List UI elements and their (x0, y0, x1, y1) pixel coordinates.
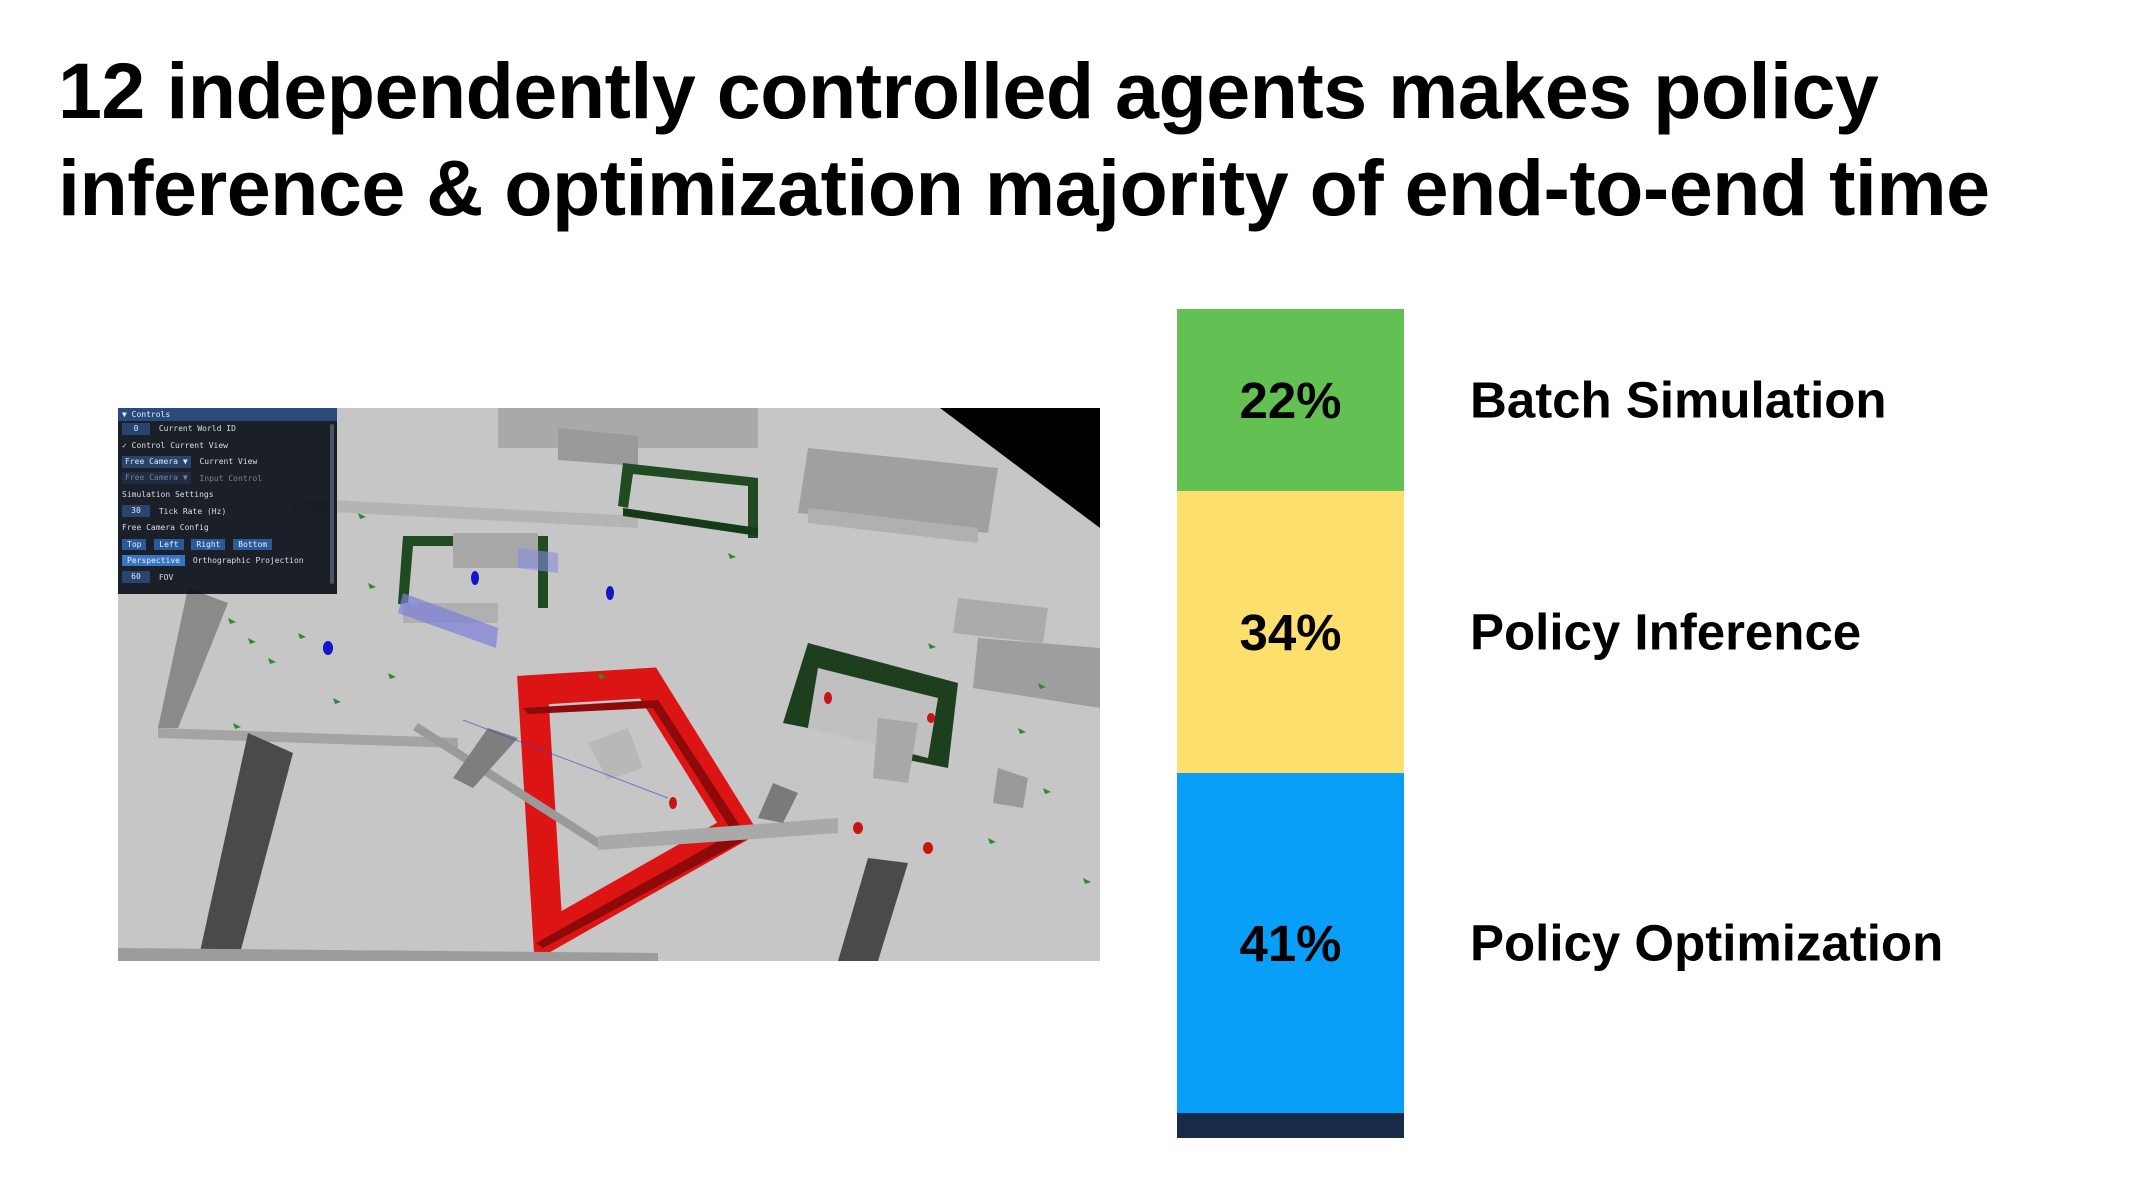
view-select[interactable]: Free Camera ▼ (122, 455, 191, 468)
title-line-1: 12 independently controlled agents makes… (58, 46, 1879, 135)
bar-segment-remainder (1177, 1113, 1404, 1138)
orthographic-option[interactable]: Orthographic (192, 556, 251, 565)
fov-row: 60 FOV (118, 570, 337, 587)
camera-buttons-row: Top Left Right Bottom (118, 537, 337, 554)
projection-row: Perspective Orthographic Projection (118, 553, 337, 570)
chevron-down-icon: ▼ (182, 473, 188, 482)
camera-right-button[interactable]: Right (191, 538, 226, 550)
input-select-row: Free Camera ▼ Input Control (118, 471, 337, 488)
stacked-bar-chart: 22% 34% 41% (1177, 309, 1404, 1138)
controls-panel[interactable]: ▼ Controls 0 Current World ID ✓ Control … (118, 408, 337, 594)
controls-header[interactable]: ▼ Controls (118, 408, 337, 421)
view-select-label: Current View (199, 457, 258, 466)
scene-render (118, 408, 1100, 961)
perspective-option[interactable]: Perspective (122, 555, 185, 566)
bar-segment: 22% (1177, 309, 1404, 492)
world-id-label: Current World ID (158, 424, 236, 433)
bar-segment: 34% (1177, 491, 1404, 774)
control-view-label: Control Current View (131, 440, 228, 450)
simulation-viewport[interactable]: ▼ Controls 0 Current World ID ✓ Control … (118, 408, 1100, 961)
bar-segment: 41% (1177, 773, 1404, 1114)
data-label: 34% (1239, 603, 1342, 661)
input-select-label: Input Control (199, 473, 263, 483)
current-world-row: 0 Current World ID (118, 421, 337, 438)
collapse-triangle-icon[interactable]: ▼ (122, 410, 127, 419)
category-label: Policy Optimization (1470, 914, 1944, 972)
simulation-settings-heading: Simulation Settings (122, 490, 214, 499)
chevron-down-icon: ▼ (182, 456, 188, 466)
control-view-row: ✓ Control Current View (118, 438, 337, 455)
data-label: 22% (1239, 371, 1342, 429)
data-label: 41% (1239, 914, 1342, 972)
tick-rate-row: 30 Tick Rate (Hz) (118, 504, 337, 521)
controls-title: Controls (131, 410, 171, 419)
free-camera-config-heading: Free Camera Config (122, 523, 209, 532)
controls-scrollbar[interactable] (330, 424, 334, 584)
tick-rate-label: Tick Rate (Hz) (158, 506, 227, 516)
projection-label: Projection (255, 556, 304, 565)
category-label: Policy Inference (1470, 603, 1862, 661)
view-select-row: Free Camera ▼ Current View (118, 454, 337, 471)
checkbox-check-icon[interactable]: ✓ (122, 440, 127, 450)
camera-left-button[interactable]: Left (154, 538, 184, 550)
fov-input[interactable]: 60 (122, 571, 150, 583)
tick-rate-input[interactable]: 30 (122, 505, 150, 517)
input-select[interactable]: Free Camera ▼ (122, 472, 191, 484)
page-title: 12 independently controlled agents makes… (58, 42, 2118, 236)
camera-bottom-button[interactable]: Bottom (233, 538, 273, 550)
category-label: Batch Simulation (1470, 371, 1887, 429)
input-select-value: Free Camera (125, 473, 178, 482)
camera-top-button[interactable]: Top (122, 538, 147, 550)
world-id-input[interactable]: 0 (122, 422, 150, 435)
title-line-2: inference & optimization majority of end… (58, 143, 1990, 232)
fov-label: FOV (158, 572, 174, 582)
view-select-value: Free Camera (125, 456, 178, 466)
